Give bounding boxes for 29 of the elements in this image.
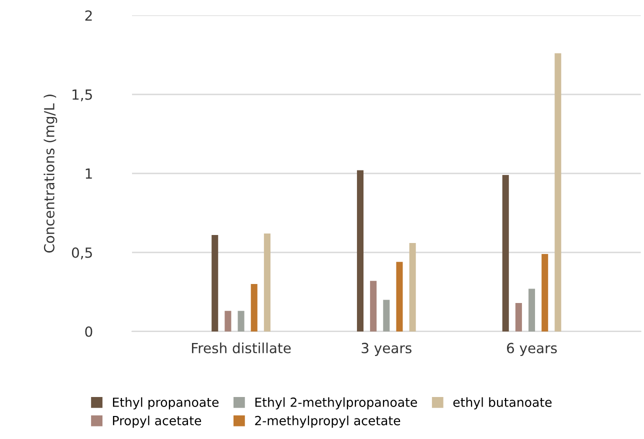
- bar: [224, 310, 232, 332]
- bar: [542, 254, 548, 332]
- y-tick-label: 1: [86, 168, 92, 179]
- bar: [238, 310, 244, 332]
- y-tick-label: 2: [85, 10, 92, 21]
- x-tick-label: 3 years: [362, 342, 412, 356]
- y-tick-label: 0,5: [72, 247, 92, 260]
- legend-label: Propyl acetate: [112, 416, 202, 428]
- bar: [528, 288, 536, 332]
- bar: [264, 233, 270, 332]
- x-tick-label: Fresh distillate: [192, 342, 291, 354]
- y-tick-label: 0: [85, 326, 92, 337]
- bar: [383, 300, 390, 332]
- bar: [212, 235, 218, 332]
- bar: [250, 284, 258, 332]
- bar: [554, 53, 562, 332]
- y-tick-label: 1,5: [72, 90, 92, 102]
- y-axis-title: Concentrations (mg/L ): [44, 94, 58, 253]
- legend-label: Ethyl 2-methylpropanoate: [255, 397, 417, 410]
- legend-label: Ethyl propanoate: [112, 397, 219, 410]
- bar: [356, 170, 364, 332]
- bar: [515, 303, 522, 332]
- x-tick-label: 6 years: [506, 342, 557, 356]
- bar: [409, 242, 416, 332]
- bar: [502, 174, 509, 332]
- legend-label: ethyl butanoate: [453, 397, 552, 410]
- bar: [396, 262, 403, 332]
- bar: [370, 280, 377, 332]
- legend-label: 2-methylpropyl acetate: [255, 416, 400, 428]
